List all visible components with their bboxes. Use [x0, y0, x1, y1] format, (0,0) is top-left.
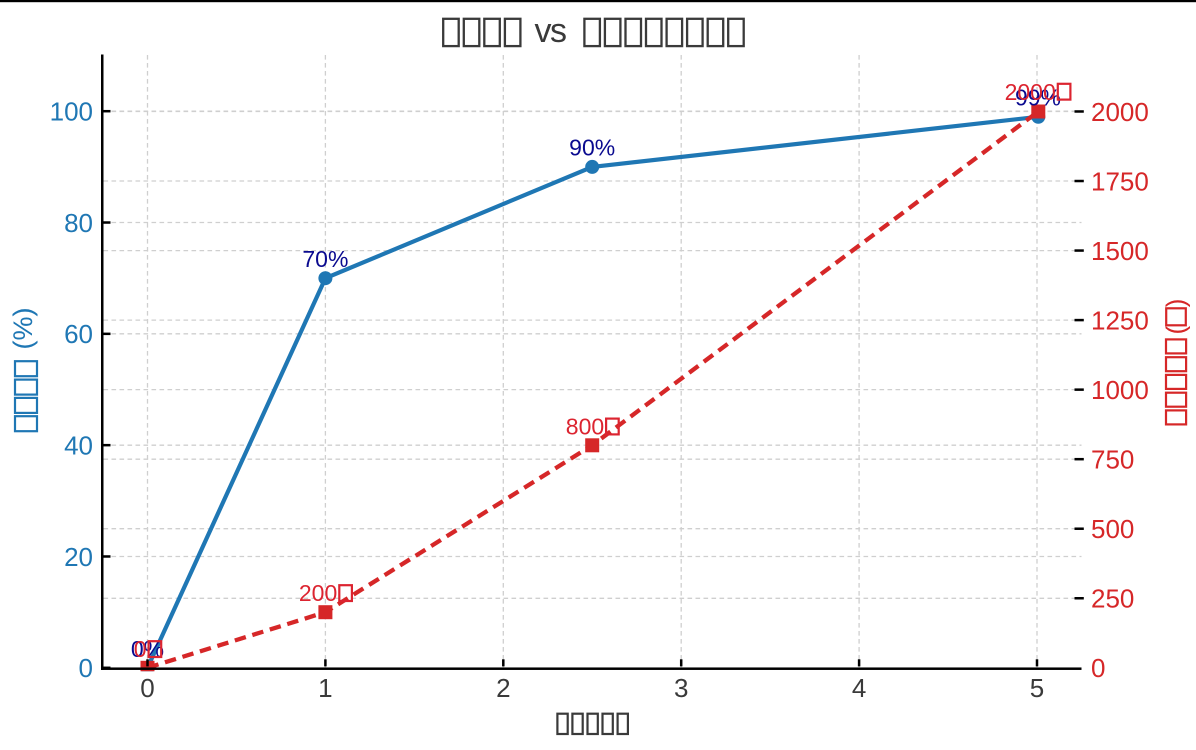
- svg-text:0: 0: [134, 636, 147, 662]
- svg-text:1250: 1250: [1091, 305, 1149, 335]
- svg-text:0: 0: [140, 673, 154, 703]
- svg-text:1750: 1750: [1091, 166, 1149, 196]
- svg-text:1: 1: [318, 673, 332, 703]
- svg-text:750: 750: [1091, 445, 1134, 475]
- svg-text:1000: 1000: [1091, 375, 1149, 405]
- svg-text:): ): [1161, 299, 1191, 308]
- svg-text:100: 100: [50, 97, 93, 127]
- svg-text:0: 0: [1091, 653, 1105, 683]
- svg-text:500: 500: [1091, 514, 1134, 544]
- svg-text:5: 5: [1030, 673, 1044, 703]
- svg-text:0: 0: [79, 653, 93, 683]
- svg-text:20: 20: [64, 542, 93, 572]
- svg-text:60: 60: [64, 319, 93, 349]
- svg-text:70%: 70%: [302, 246, 348, 272]
- svg-text:80: 80: [64, 208, 93, 238]
- svg-text:200: 200: [299, 580, 337, 606]
- svg-text:2000: 2000: [1091, 97, 1149, 127]
- svg-text:99%: 99%: [1015, 85, 1061, 111]
- svg-text:800: 800: [566, 414, 604, 440]
- svg-text:vs: vs: [535, 12, 567, 50]
- svg-text:1500: 1500: [1091, 236, 1149, 266]
- svg-text:90%: 90%: [569, 135, 615, 161]
- svg-text:3: 3: [674, 673, 688, 703]
- svg-text:(%): (%): [8, 308, 38, 350]
- svg-text:250: 250: [1091, 584, 1134, 614]
- svg-text:2000: 2000: [1005, 79, 1056, 105]
- svg-text:(: (: [1161, 326, 1191, 335]
- svg-text:2: 2: [496, 673, 510, 703]
- svg-text:4: 4: [852, 673, 866, 703]
- svg-text:40: 40: [64, 431, 93, 461]
